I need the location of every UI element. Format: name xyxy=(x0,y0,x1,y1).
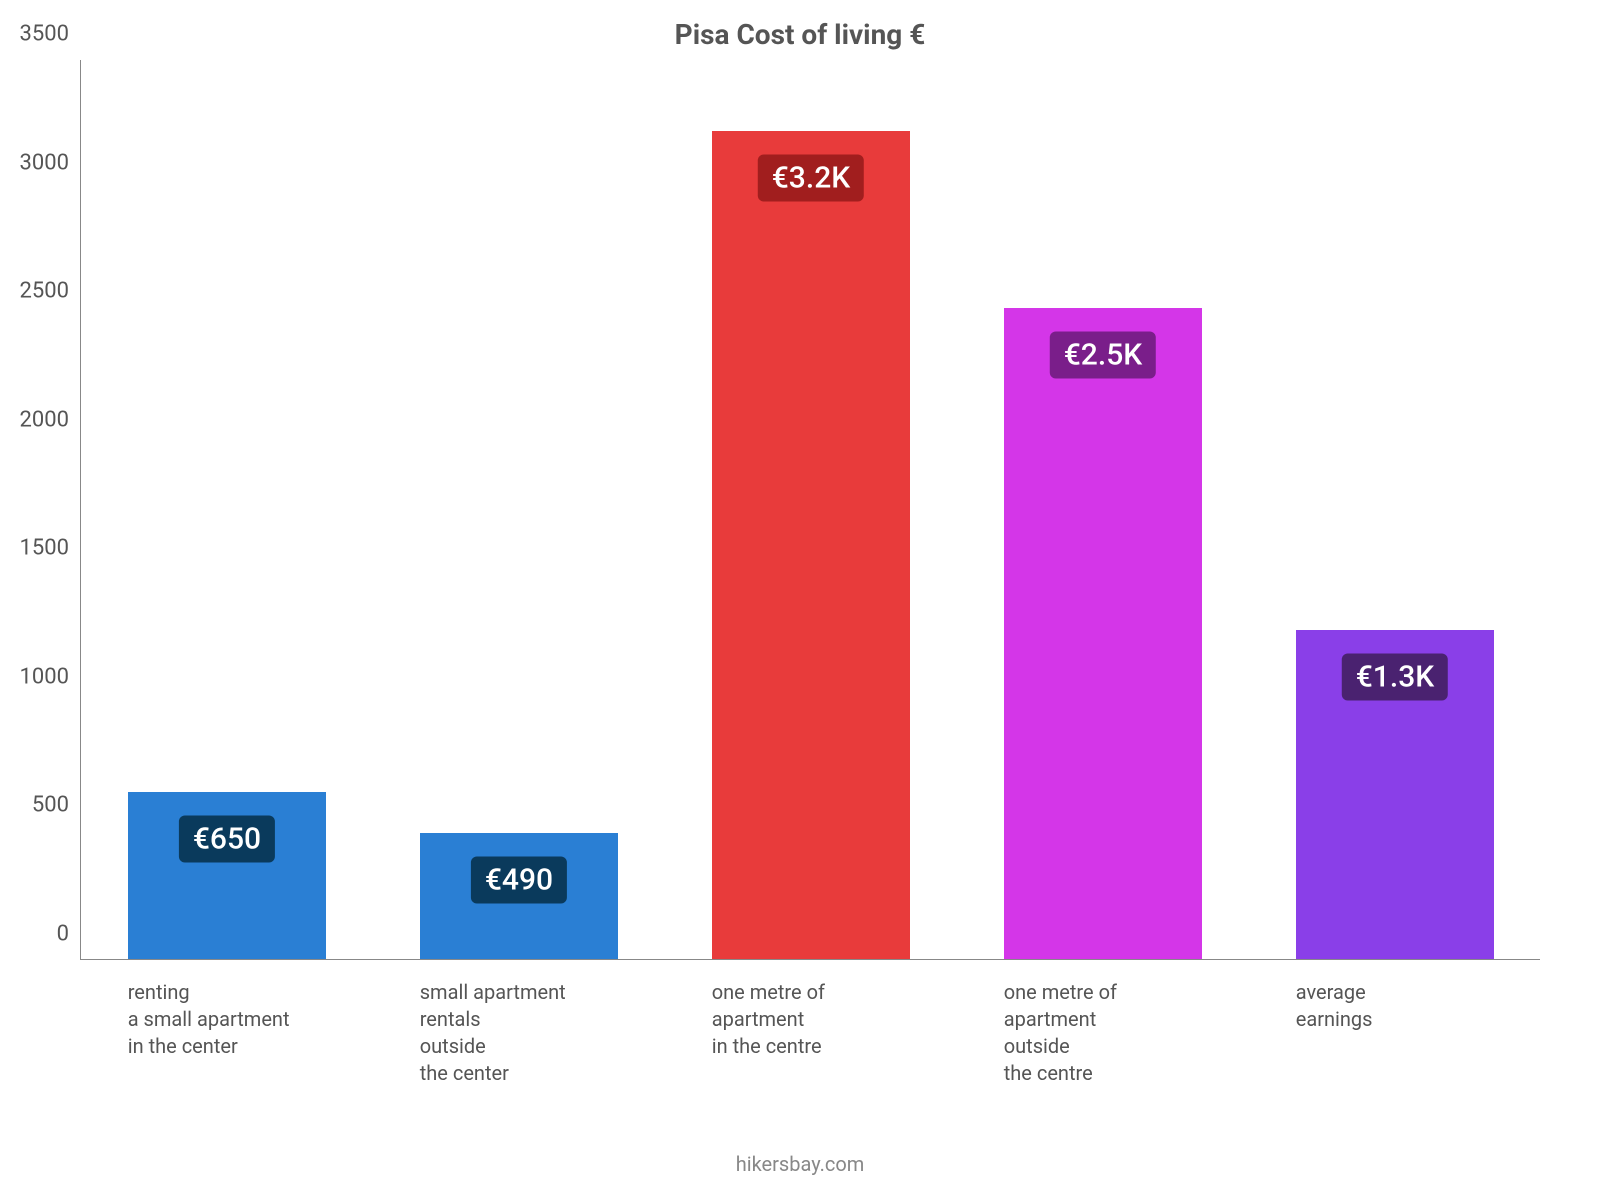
value-badge: €3.2K xyxy=(758,155,864,202)
value-badge: €650 xyxy=(179,815,275,862)
value-badge: €490 xyxy=(471,857,567,904)
bar: €3.2K xyxy=(712,131,911,959)
bar: €490 xyxy=(420,833,619,959)
y-tick-label: 1500 xyxy=(20,536,81,561)
y-tick-label: 1000 xyxy=(20,664,81,689)
y-tick-label: 2500 xyxy=(20,279,81,304)
x-axis-label: one metre of apartment outside the centr… xyxy=(1004,959,1203,1087)
chart-container: Pisa Cost of living € 050010001500200025… xyxy=(0,0,1600,1200)
x-axis-label: one metre of apartment in the centre xyxy=(712,959,911,1060)
x-axis-label: average earnings xyxy=(1296,959,1495,1033)
y-tick-label: 3000 xyxy=(20,150,81,175)
bar: €1.3K xyxy=(1296,630,1495,959)
y-tick-label: 0 xyxy=(57,922,81,947)
y-tick-label: 500 xyxy=(32,793,81,818)
chart-title: Pisa Cost of living € xyxy=(0,18,1600,51)
value-badge: €2.5K xyxy=(1050,332,1156,379)
bar: €2.5K xyxy=(1004,308,1203,959)
value-badge: €1.3K xyxy=(1342,653,1448,700)
y-tick-label: 2000 xyxy=(20,407,81,432)
bar: €650 xyxy=(128,792,327,959)
x-axis-label: renting a small apartment in the center xyxy=(128,959,327,1060)
x-axis-label: small apartment rentals outside the cent… xyxy=(420,959,619,1087)
y-tick-label: 3500 xyxy=(20,22,81,47)
attribution: hikersbay.com xyxy=(0,1152,1600,1176)
plot-area: 0500100015002000250030003500€650renting … xyxy=(80,60,1540,960)
